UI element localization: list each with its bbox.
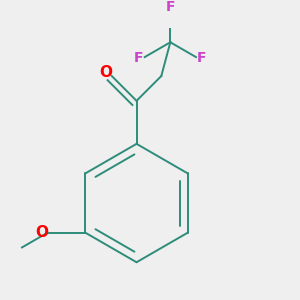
Text: O: O: [99, 65, 112, 80]
Text: F: F: [197, 51, 207, 65]
Text: F: F: [134, 51, 143, 65]
Text: O: O: [35, 225, 48, 240]
Text: F: F: [166, 0, 175, 14]
